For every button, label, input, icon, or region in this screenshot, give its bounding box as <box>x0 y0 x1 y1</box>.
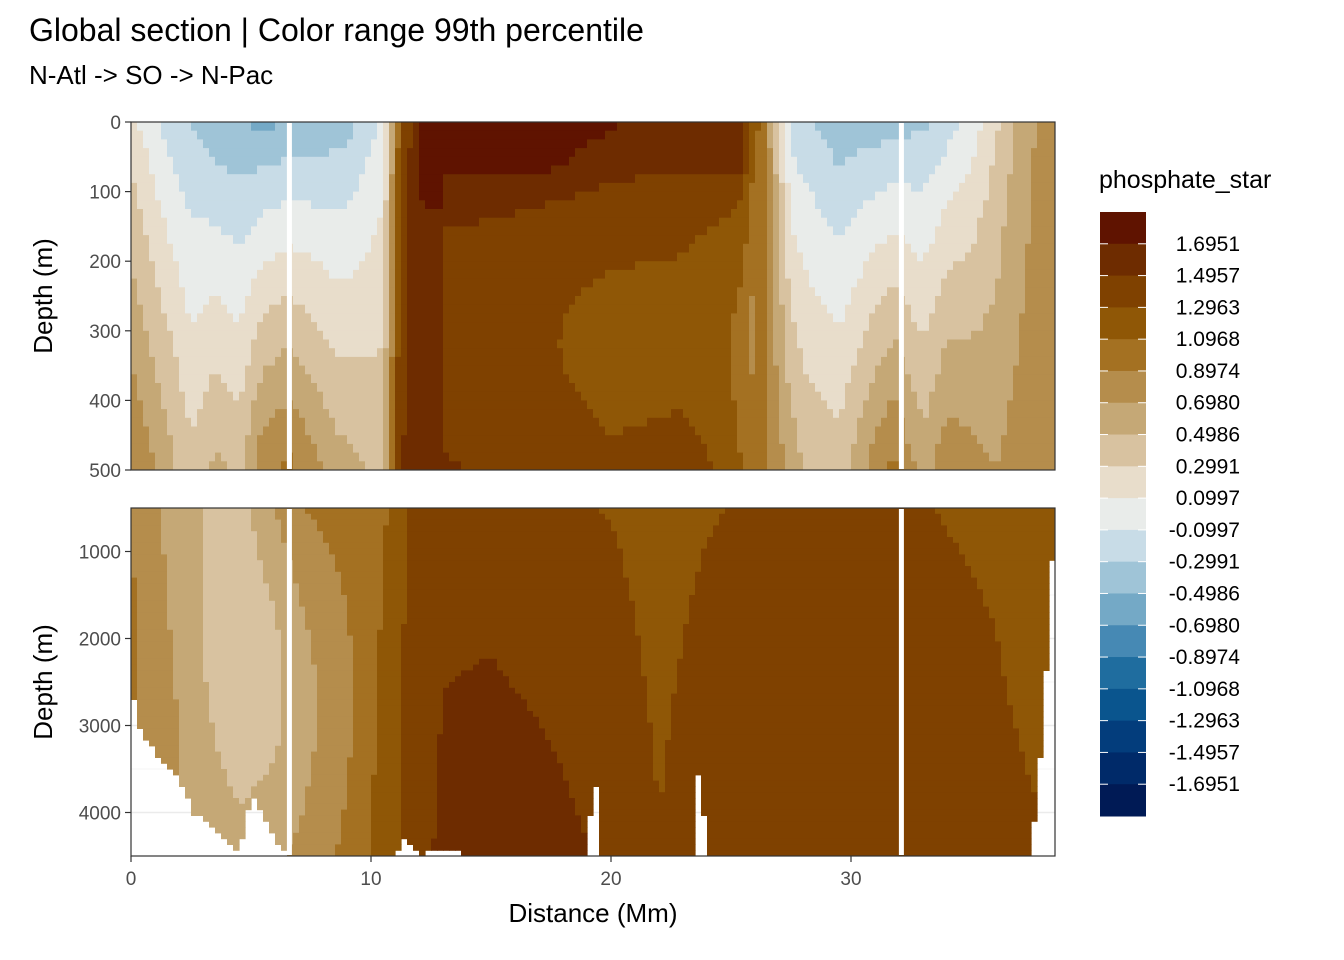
panel-lower-gaps <box>286 509 904 855</box>
legend-break-label: 1.2963 <box>1176 296 1240 319</box>
legend-swatch <box>1100 784 1146 817</box>
x-axis-ticks: 0 10 20 30 <box>126 856 862 890</box>
legend-swatch <box>1100 370 1146 404</box>
y-tick-label: 500 <box>89 461 121 482</box>
data-gap-line <box>286 509 292 855</box>
legend-break-label: -1.2963 <box>1169 710 1240 733</box>
x-tick-label: 0 <box>126 869 137 890</box>
y-tick-label: 1000 <box>79 543 121 564</box>
y-tick-label: 400 <box>89 391 121 412</box>
legend-title: phosphate_star <box>1099 166 1271 194</box>
legend-swatch <box>1100 275 1146 308</box>
legend-break-label: 0.2991 <box>1176 455 1240 478</box>
data-gap-line <box>286 123 292 469</box>
legend-break-label: -1.4957 <box>1169 741 1240 764</box>
legend-break-label: 0.4986 <box>1176 424 1240 447</box>
data-gap-line <box>898 123 904 469</box>
legend-swatch <box>1100 212 1146 245</box>
panel-lower-contours <box>131 508 1055 856</box>
legend-swatch <box>1100 529 1146 563</box>
legend-break-label: -1.0968 <box>1169 678 1240 701</box>
y-tick-label: 3000 <box>79 717 121 738</box>
legend-swatch <box>1100 688 1146 722</box>
legend-swatch <box>1100 434 1146 467</box>
legend-swatch <box>1100 243 1146 277</box>
legend-swatch <box>1100 593 1146 626</box>
x-tick-label: 10 <box>360 869 381 890</box>
legend-swatch <box>1100 561 1146 594</box>
legend-break-label: -0.2991 <box>1169 551 1240 574</box>
panel-lower-y-axis-label: Depth (m) <box>28 624 58 740</box>
legend: phosphate_star 1.6951 1.4957 1.2963 1.0968 0… <box>1099 166 1271 817</box>
legend-break-label: 0.8974 <box>1176 360 1241 383</box>
legend-swatch <box>1100 720 1146 753</box>
legend-break-label: 0.0997 <box>1176 487 1240 510</box>
panel-upper-contours <box>131 122 1055 470</box>
panel-lower: 1000 2000 3000 4000 0 10 20 30 Depth (m) <box>28 507 1056 890</box>
legend-break-label: -0.8974 <box>1169 646 1241 669</box>
panel-upper-gaps <box>286 123 904 469</box>
panel-upper: 0 100 200 300 400 500 Depth (m) <box>28 113 1056 482</box>
panel-upper-border <box>130 121 1056 471</box>
legend-break-label: 0.6980 <box>1176 392 1240 415</box>
y-tick-label: 4000 <box>79 804 121 825</box>
legend-swatch <box>1100 307 1146 340</box>
y-tick-label: 2000 <box>79 630 121 651</box>
panel-lower-y-ticks: 1000 2000 3000 4000 <box>79 543 131 825</box>
legend-break-label: -0.4986 <box>1169 582 1240 605</box>
y-tick-label: 300 <box>89 322 121 343</box>
y-tick-label: 0 <box>110 113 121 134</box>
legend-break-label: -0.6980 <box>1169 614 1240 637</box>
legend-swatch <box>1100 657 1146 690</box>
chart-subtitle: N-Atl -> SO -> N-Pac <box>29 60 273 90</box>
y-tick-label: 200 <box>89 252 121 273</box>
legend-break-label: 1.4957 <box>1176 265 1240 288</box>
legend-swatch <box>1100 339 1146 372</box>
legend-swatch <box>1100 625 1146 658</box>
legend-swatch <box>1100 402 1146 436</box>
legend-swatch <box>1100 466 1146 499</box>
x-tick-label: 20 <box>600 869 621 890</box>
x-axis-label: Distance (Mm) <box>508 898 677 928</box>
legend-break-label: 1.0968 <box>1176 328 1240 351</box>
legend-break-label: -0.0997 <box>1169 519 1240 542</box>
legend-swatch <box>1100 752 1146 785</box>
legend-break-label: -1.6951 <box>1169 773 1240 796</box>
panel-lower-border <box>130 507 1056 857</box>
chart-title: Global section | Color range 99th percen… <box>29 12 644 48</box>
legend-colorbar: 1.6951 1.4957 1.2963 1.0968 0.8974 0.6980 0.49… <box>1100 212 1240 817</box>
legend-break-label: 1.6951 <box>1176 233 1240 256</box>
panel-upper-y-axis-label: Depth (m) <box>28 238 58 354</box>
panel-upper-y-ticks: 0 100 200 300 400 500 <box>89 113 131 482</box>
y-tick-label: 100 <box>89 183 121 204</box>
x-tick-label: 30 <box>840 869 861 890</box>
legend-swatch <box>1100 498 1146 531</box>
data-gap-line <box>898 509 904 855</box>
